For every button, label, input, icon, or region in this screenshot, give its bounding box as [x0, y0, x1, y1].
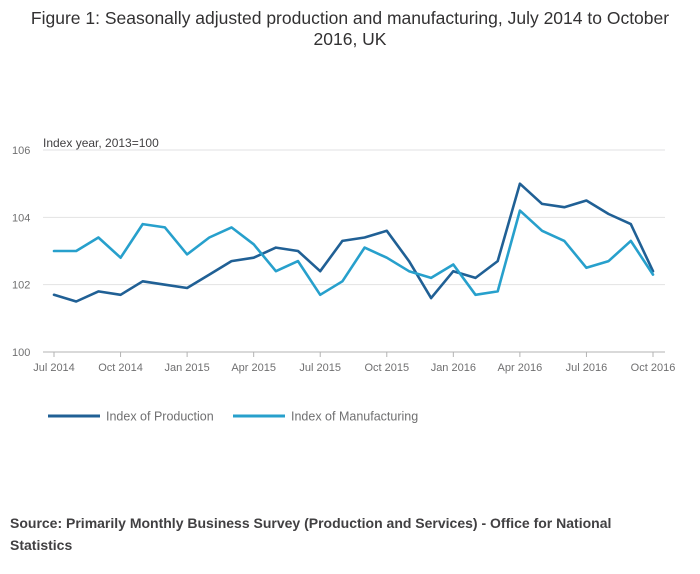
x-tick-label: Jan 2016 [431, 362, 476, 374]
x-axis: Jul 2014 Oct 2014 Jan 2015 Apr 2015 Jul 2015… [33, 352, 675, 374]
x-tick-label: Jul 2014 [33, 362, 75, 374]
source-note: Source: Primarily Monthly Business Surve… [10, 515, 612, 553]
y-tick-label: 100 [12, 347, 30, 359]
y-tick-label: 104 [12, 212, 30, 224]
y-axis-label: Index year, 2013=100 [43, 136, 159, 150]
series-line-production [52, 182, 655, 303]
legend: Index of Production Index of Manufacturin… [48, 410, 418, 424]
y-axis-ticks: 106 104 102 100 [12, 145, 30, 359]
x-tick-label: Jan 2015 [164, 362, 209, 374]
series-line-manufacturing [52, 209, 655, 297]
y-tick-label: 102 [12, 280, 30, 292]
gridlines [43, 149, 665, 353]
x-tick-label: Jul 2016 [566, 362, 608, 374]
x-tick-label: Apr 2015 [231, 362, 276, 374]
x-tick-label: Apr 2016 [498, 362, 543, 374]
x-tick-label: Oct 2016 [631, 362, 676, 374]
legend-label: Index of Production [106, 410, 214, 424]
x-tick-label: Jul 2015 [299, 362, 341, 374]
chart-title: Figure 1: Seasonally adjusted production… [30, 8, 670, 49]
x-tick-label: Oct 2014 [98, 362, 143, 374]
x-tick-label: Oct 2015 [364, 362, 409, 374]
legend-label: Index of Manufacturing [291, 410, 418, 424]
series-lines [52, 182, 655, 303]
y-tick-label: 106 [12, 145, 30, 157]
